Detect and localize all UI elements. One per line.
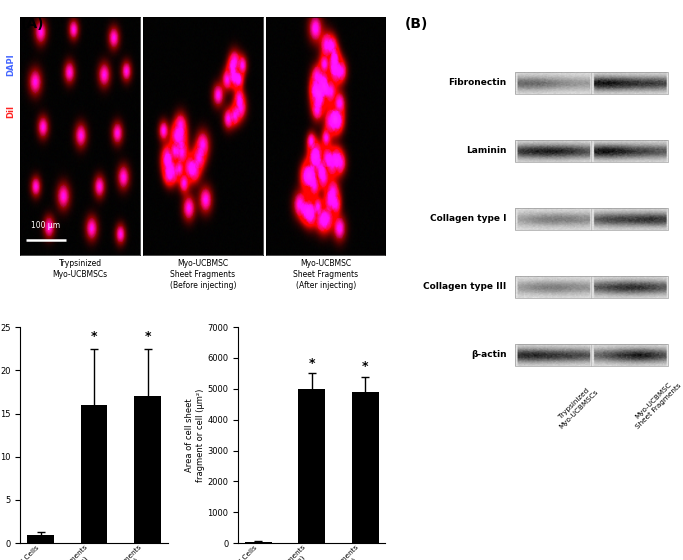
Bar	[515, 139, 668, 162]
Bar	[27, 535, 54, 543]
Text: *: *	[362, 360, 369, 373]
Text: *: *	[309, 357, 315, 370]
Bar	[515, 208, 668, 230]
Bar	[515, 72, 668, 94]
Bar	[245, 542, 272, 543]
Bar	[134, 396, 161, 543]
Bar	[515, 276, 668, 297]
Text: Collagen type III: Collagen type III	[423, 282, 507, 291]
Text: (A): (A)	[20, 17, 44, 31]
Text: Laminin: Laminin	[466, 146, 507, 155]
Text: 100 μm: 100 μm	[31, 221, 60, 230]
Text: Fibronectin: Fibronectin	[448, 78, 507, 87]
Text: Trypsinized
Myo-UCBMSCs: Trypsinized Myo-UCBMSCs	[553, 383, 600, 430]
Bar	[298, 389, 325, 543]
Y-axis label: Area of cell sheet
fragment or cell (μm²): Area of cell sheet fragment or cell (μm²…	[185, 389, 205, 482]
Text: DAPI: DAPI	[6, 53, 16, 76]
Text: β-actin: β-actin	[471, 350, 507, 359]
X-axis label: Trypsinized
Myo-UCBMSCs: Trypsinized Myo-UCBMSCs	[53, 259, 108, 279]
Text: DiI: DiI	[6, 105, 16, 118]
Text: Collagen type I: Collagen type I	[430, 214, 507, 223]
Text: *: *	[91, 330, 97, 343]
X-axis label: Myo-UCBMSC
Sheet Fragments
(After injecting): Myo-UCBMSC Sheet Fragments (After inject…	[293, 259, 359, 290]
Bar	[81, 405, 107, 543]
X-axis label: Myo-UCBMSC
Sheet Fragments
(Before injecting): Myo-UCBMSC Sheet Fragments (Before injec…	[169, 259, 236, 290]
Bar	[515, 344, 668, 366]
Text: *: *	[144, 330, 151, 343]
Text: (B): (B)	[405, 17, 428, 31]
Text: Myo-UCBMSC
Sheet Fragments: Myo-UCBMSC Sheet Fragments	[630, 377, 682, 430]
Bar	[352, 392, 378, 543]
